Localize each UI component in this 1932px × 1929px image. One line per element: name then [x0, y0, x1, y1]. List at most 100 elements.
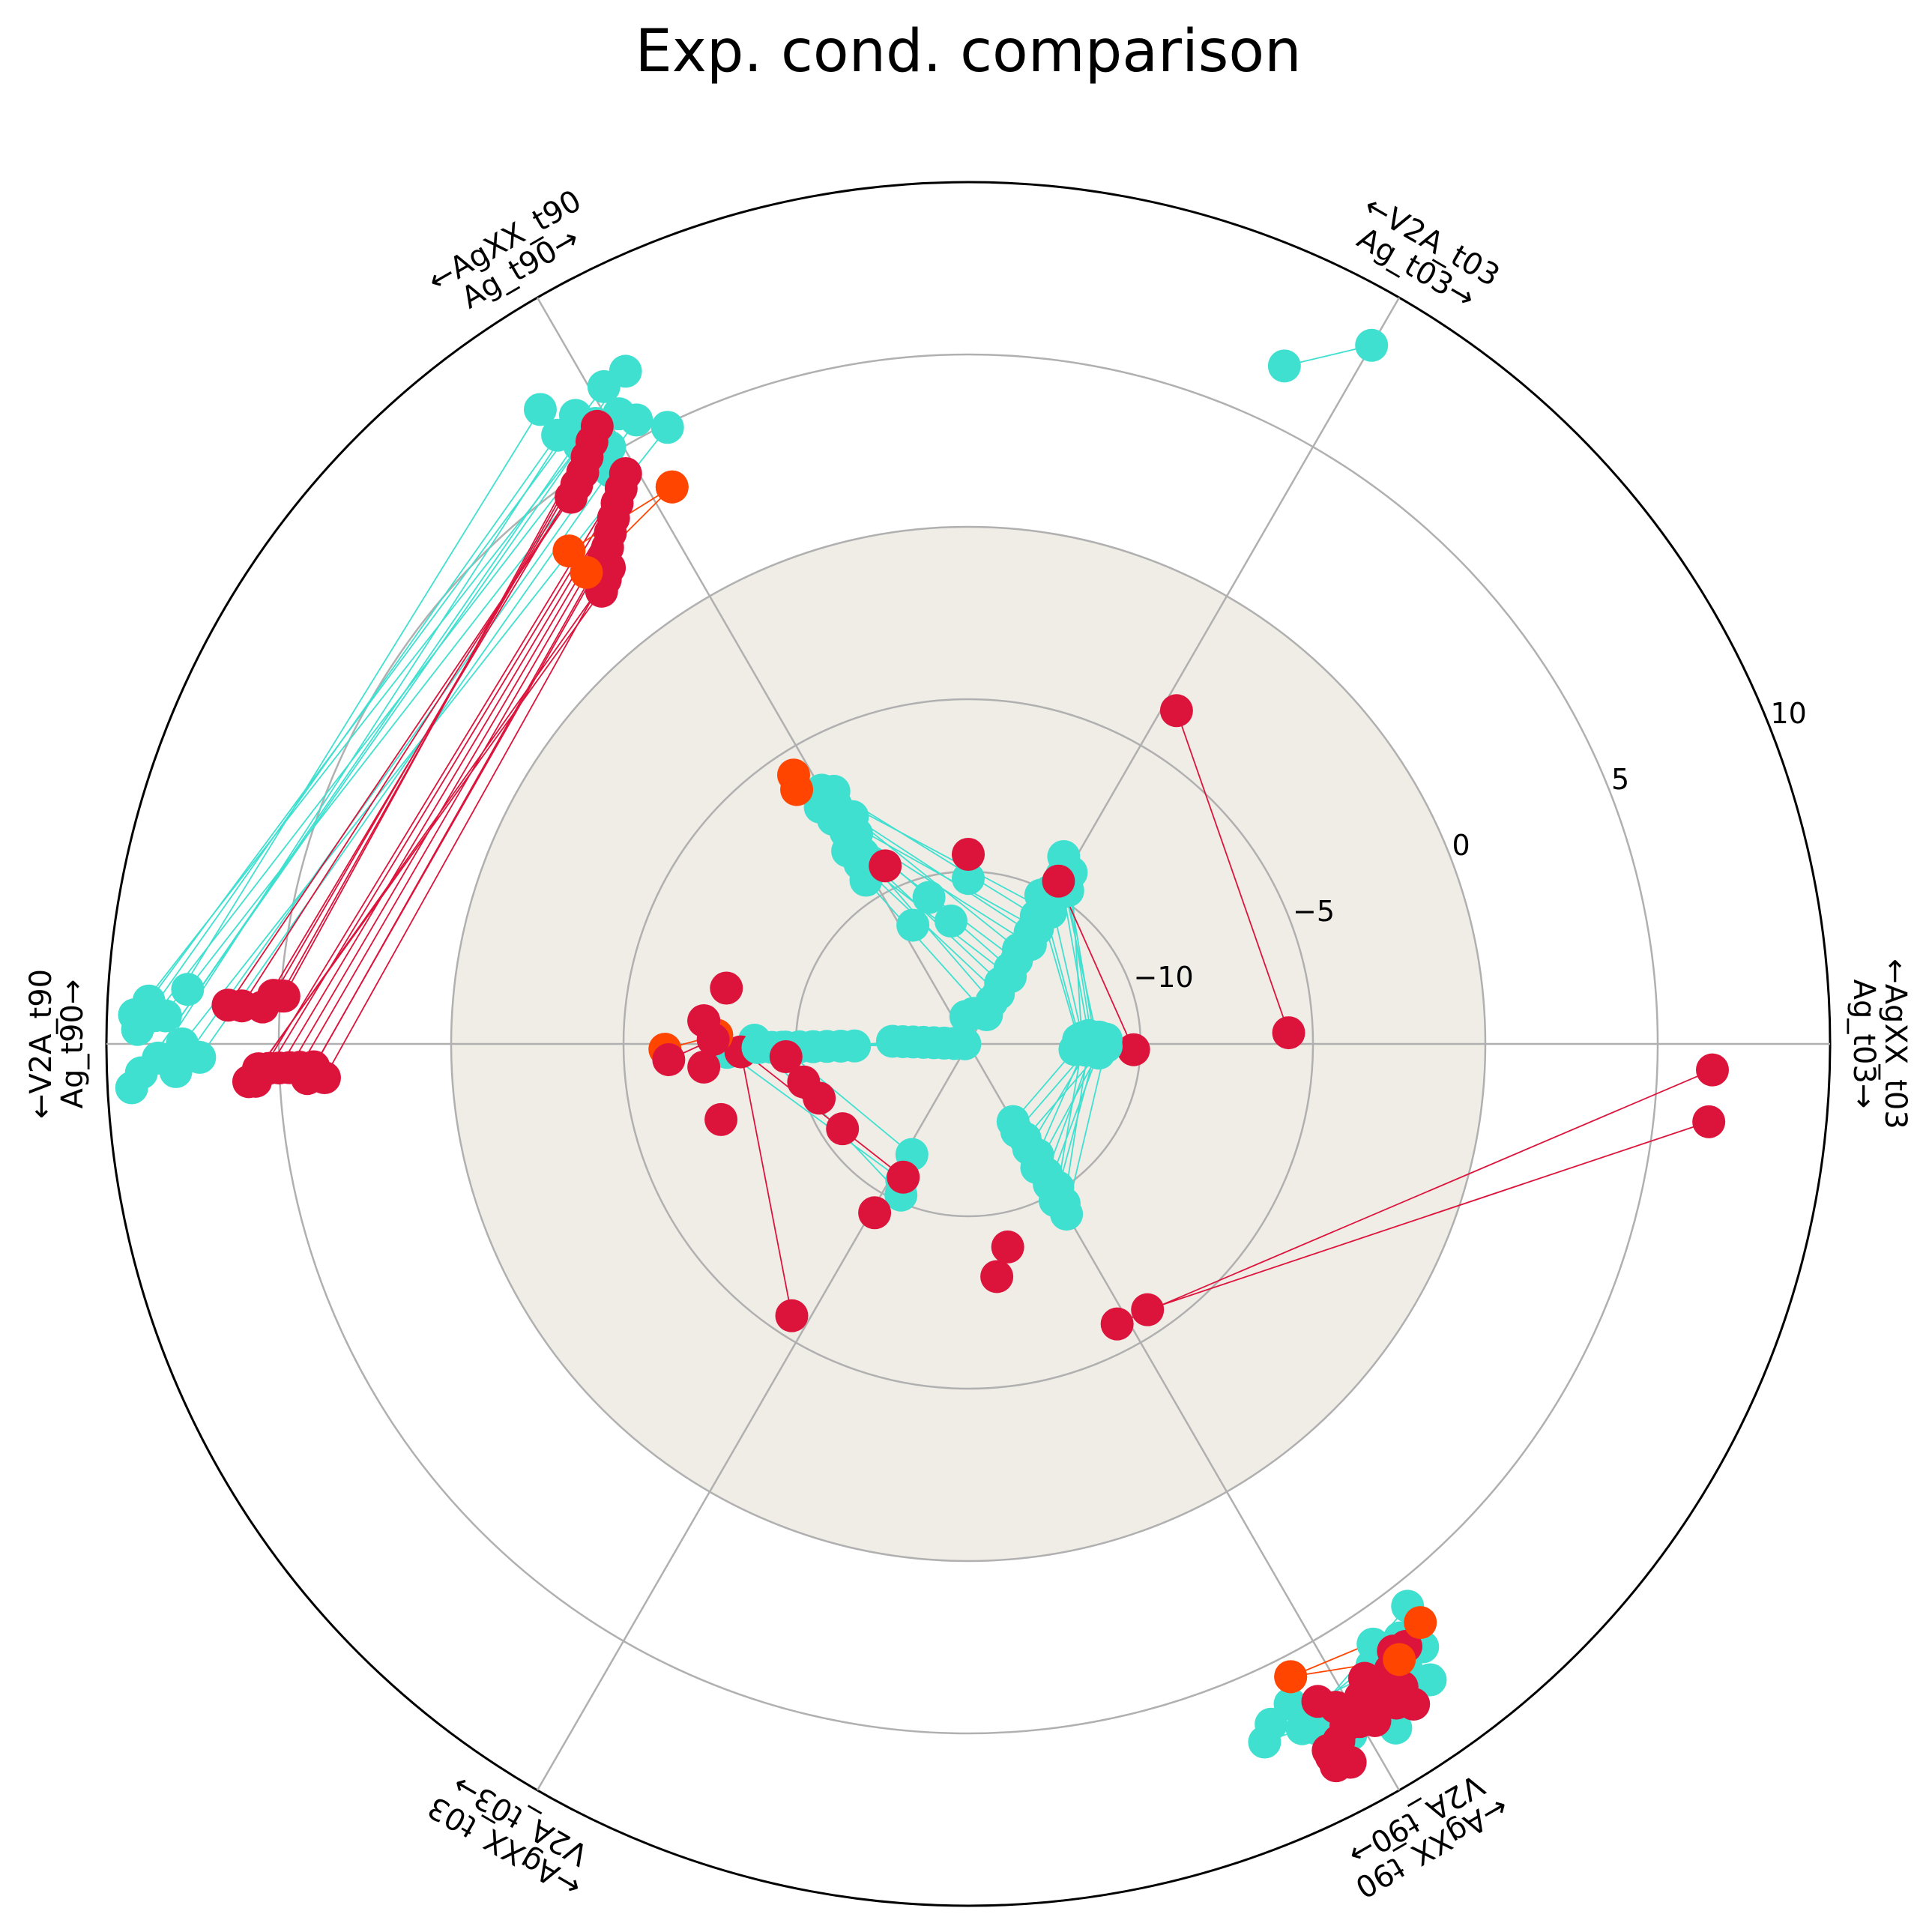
- radial-tick-label: 10: [1770, 697, 1806, 730]
- node-point: [687, 1050, 721, 1084]
- node-point: [570, 555, 603, 589]
- node-point: [1322, 1724, 1356, 1758]
- node-point: [650, 411, 684, 444]
- axis-label-line2: Ag_t03→: [1847, 979, 1881, 1109]
- node-point: [1042, 864, 1075, 898]
- node-point: [887, 1160, 920, 1194]
- node-point: [115, 1071, 148, 1105]
- edge: [273, 456, 588, 996]
- axis-label-line2: Ag_t90→: [55, 979, 90, 1109]
- node-point: [769, 1040, 803, 1074]
- edge: [1176, 710, 1290, 1033]
- node-point: [1319, 1691, 1353, 1724]
- node-point: [655, 470, 689, 504]
- edge: [1057, 881, 1135, 1051]
- edge: [187, 446, 611, 990]
- node-point: [1050, 1198, 1084, 1231]
- node-point: [1397, 1687, 1431, 1721]
- edge: [782, 1046, 913, 1156]
- nodes-layer: [115, 328, 1729, 1783]
- node-point: [1695, 1053, 1729, 1087]
- node-point: [523, 393, 557, 426]
- edge: [726, 1051, 902, 1181]
- edge: [165, 408, 541, 1017]
- edge: [299, 532, 612, 1068]
- node-point: [652, 1042, 686, 1076]
- node-point: [803, 1081, 836, 1115]
- edge: [154, 413, 620, 1016]
- node-point: [1692, 1105, 1726, 1138]
- node-point: [980, 1260, 1014, 1293]
- node-point: [307, 1061, 341, 1095]
- edge: [130, 370, 627, 1089]
- node-point: [1273, 1687, 1307, 1721]
- node-point: [580, 409, 614, 443]
- node-point: [1404, 1606, 1437, 1640]
- edge: [859, 863, 999, 994]
- edge: [199, 470, 611, 1058]
- edge: [248, 591, 603, 1082]
- node-point: [875, 1024, 909, 1058]
- edge: [865, 879, 988, 1015]
- radial-tick-labels: −10 −5 0 5 10: [1133, 697, 1806, 994]
- node-point: [1131, 1293, 1165, 1326]
- node-point: [991, 1230, 1024, 1264]
- edge: [278, 503, 618, 1069]
- radial-tick-label: 0: [1452, 829, 1470, 862]
- node-point: [1343, 1705, 1377, 1739]
- node-point: [159, 1054, 193, 1088]
- node-point: [869, 849, 902, 883]
- node-point: [1267, 349, 1301, 383]
- node-point: [1319, 1749, 1353, 1783]
- edge: [1066, 890, 1093, 1042]
- edge: [872, 863, 992, 1003]
- axis-label-line1: ←AgXX_t03: [1878, 959, 1913, 1129]
- edge: [255, 473, 627, 1082]
- edge: [324, 567, 610, 1078]
- node-point: [826, 1112, 860, 1146]
- node-point: [1089, 1030, 1123, 1063]
- node-point: [957, 997, 991, 1030]
- edge: [1057, 1048, 1083, 1188]
- node-point: [775, 1299, 809, 1332]
- radial-tick-label: −5: [1293, 895, 1335, 928]
- node-point: [1100, 1307, 1134, 1341]
- node-point: [838, 1029, 872, 1063]
- node-point: [710, 971, 743, 1005]
- node-point: [912, 881, 946, 914]
- node-point: [952, 838, 985, 871]
- node-point: [1248, 1725, 1282, 1759]
- node-point: [1272, 1016, 1305, 1050]
- node-point: [1159, 694, 1193, 728]
- node-point: [952, 862, 985, 896]
- node-point: [1413, 1663, 1447, 1697]
- node-point: [1347, 1661, 1381, 1695]
- node-point: [171, 973, 205, 1006]
- node-point: [183, 1040, 217, 1074]
- node-point: [267, 979, 301, 1013]
- edge: [740, 1051, 793, 1316]
- node-point: [1117, 1033, 1150, 1066]
- node-point: [704, 1102, 738, 1136]
- radial-tick-label: −10: [1133, 961, 1193, 994]
- node-point: [232, 1065, 265, 1099]
- node-point: [1047, 839, 1081, 873]
- edge: [283, 426, 598, 997]
- node-point: [139, 999, 172, 1033]
- edge: [1147, 1121, 1709, 1311]
- edge: [148, 386, 605, 1002]
- node-point: [609, 354, 642, 388]
- edge: [157, 414, 576, 1059]
- edge: [175, 419, 638, 1072]
- node-point: [1383, 1643, 1416, 1676]
- chart-title: Exp. cond. comparison: [635, 18, 1301, 85]
- node-point: [687, 1004, 721, 1038]
- node-point: [896, 908, 930, 942]
